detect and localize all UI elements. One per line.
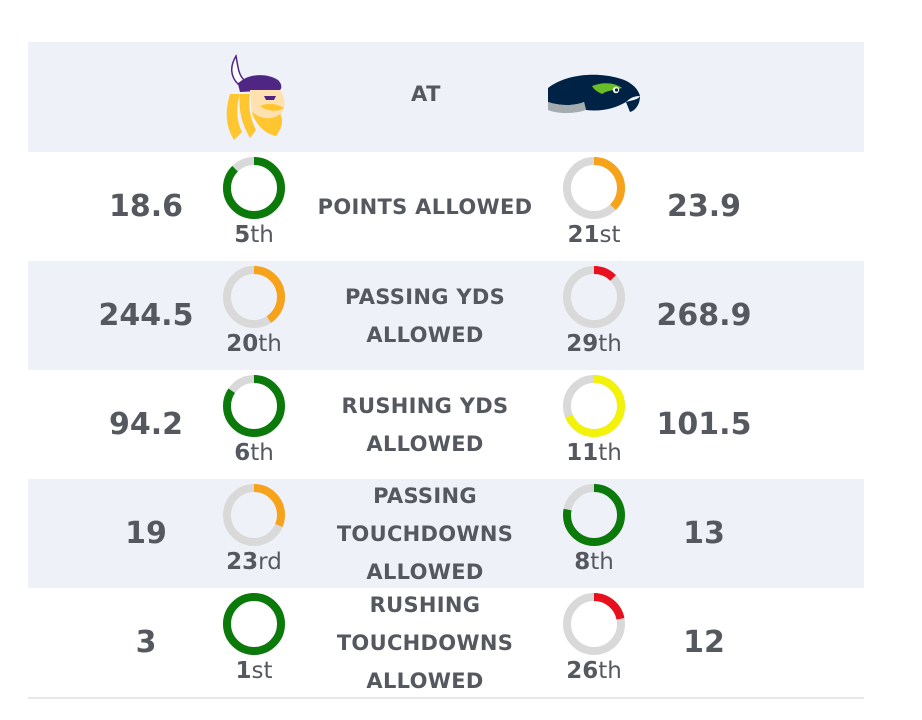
home-rank-text: 6th: [216, 440, 292, 466]
away-rank-ring-fill: [563, 157, 625, 219]
home-rank-suffix: rd: [258, 549, 282, 575]
away-rank-suffix: th: [598, 331, 622, 357]
away-rank: 11th: [556, 374, 632, 466]
home-rank: 6th: [216, 374, 292, 466]
home-stat-value: 3: [135, 625, 157, 660]
away-rank-text: 11th: [556, 440, 632, 466]
home-rank-ring: [223, 375, 285, 437]
home-rank-suffix: th: [258, 331, 282, 357]
matchup-comparison-card: AT 18.6 5th POINTS ALLOWED 21st: [28, 42, 864, 699]
away-rank-text: 21st: [556, 222, 632, 248]
away-rank: 29th: [556, 265, 632, 357]
home-stat-value: 94.2: [108, 407, 184, 442]
stat-label-text: RUSHING YDS ALLOWED: [341, 393, 509, 456]
home-rank: 1st: [216, 592, 292, 684]
home-rank: 23rd: [216, 483, 292, 575]
bottom-divider: [28, 697, 864, 699]
away-rank-ring: [563, 593, 625, 655]
home-rank-ring: [223, 157, 285, 219]
matchup-header: AT: [28, 42, 864, 152]
home-rank-ring-fill: [223, 157, 285, 219]
home-rank: 5th: [216, 156, 292, 248]
home-rank-number: 23: [226, 549, 259, 575]
away-rank-ring-fill: [563, 484, 625, 546]
home-rank-ring-fill: [223, 593, 285, 655]
home-rank-suffix: th: [250, 222, 274, 248]
away-rank-ring: [563, 484, 625, 546]
stat-label-text: RUSHING TOUCHDOWNS ALLOWED: [336, 592, 514, 693]
home-rank-ring-fill: [223, 484, 285, 546]
home-rank-suffix: th: [250, 440, 274, 466]
away-rank-suffix: st: [599, 222, 621, 248]
away-rank-number: 11: [566, 440, 599, 466]
away-rank-ring-fill: [563, 593, 625, 655]
away-rank-ring-fill: [563, 266, 625, 328]
away-stat-value: 268.9: [656, 298, 752, 333]
home-rank-text: 20th: [216, 331, 292, 357]
home-rank-suffix: st: [251, 658, 273, 684]
stat-row: 244.5 20th PASSING YDS ALLOWED 29th 268.…: [28, 261, 864, 370]
home-rank-number: 1: [235, 658, 252, 684]
home-rank-ring: [223, 484, 285, 546]
away-rank-ring: [563, 157, 625, 219]
away-rank-number: 26: [566, 658, 599, 684]
stat-label: PASSING TOUCHDOWNS ALLOWED: [298, 479, 552, 588]
home-rank-ring-fill: [223, 375, 285, 437]
stat-label: RUSHING YDS ALLOWED: [298, 370, 552, 479]
stat-label-text: PASSING YDS ALLOWED: [344, 284, 506, 347]
away-stat-value: 101.5: [656, 407, 752, 442]
stat-label: PASSING YDS ALLOWED: [298, 261, 552, 370]
stat-row: 18.6 5th POINTS ALLOWED 21st 23.9: [28, 152, 864, 261]
away-rank-ring-fill: [563, 375, 625, 437]
stat-label: RUSHING TOUCHDOWNS ALLOWED: [298, 588, 552, 697]
away-rank: 26th: [556, 592, 632, 684]
seahawks-logo-icon: [548, 74, 640, 113]
away-rank-text: 8th: [556, 549, 632, 575]
away-stat-value: 13: [683, 516, 725, 551]
home-rank-number: 5: [234, 222, 251, 248]
away-rank-number: 8: [574, 549, 591, 575]
away-rank-suffix: th: [598, 440, 622, 466]
away-rank-number: 21: [567, 222, 600, 248]
home-rank: 20th: [216, 265, 292, 357]
stat-row: 19 23rd PASSING TOUCHDOWNS ALLOWED 8th 1…: [28, 479, 864, 588]
stat-label-text: PASSING TOUCHDOWNS ALLOWED: [336, 483, 514, 584]
stat-row: 94.2 6th RUSHING YDS ALLOWED 11th 101.5: [28, 370, 864, 479]
away-rank: 21st: [556, 156, 632, 248]
home-stat-value: 244.5: [98, 298, 194, 333]
home-rank-ring: [223, 593, 285, 655]
stat-row: 3 1st RUSHING TOUCHDOWNS ALLOWED 26th 12: [28, 588, 864, 697]
home-stat-value: 18.6: [108, 189, 184, 224]
stat-label-text: POINTS ALLOWED: [317, 194, 533, 219]
at-label: AT: [411, 82, 441, 106]
vikings-logo-icon: [226, 54, 285, 140]
away-rank-suffix: th: [598, 658, 622, 684]
home-rank-number: 6: [234, 440, 251, 466]
home-rank-ring: [223, 266, 285, 328]
away-stat-value: 12: [683, 625, 725, 660]
away-rank-text: 26th: [556, 658, 632, 684]
home-rank-number: 20: [226, 331, 259, 357]
away-stat-value: 23.9: [666, 189, 742, 224]
home-rank-text: 5th: [216, 222, 292, 248]
home-rank-text: 23rd: [216, 549, 292, 575]
away-rank-ring: [563, 266, 625, 328]
away-rank: 8th: [556, 483, 632, 575]
away-rank-number: 29: [566, 331, 599, 357]
home-rank-ring-fill: [223, 266, 285, 328]
away-rank-suffix: th: [590, 549, 614, 575]
away-rank-ring: [563, 375, 625, 437]
away-rank-text: 29th: [556, 331, 632, 357]
stat-label: POINTS ALLOWED: [298, 152, 552, 261]
home-rank-text: 1st: [216, 658, 292, 684]
home-stat-value: 19: [125, 516, 167, 551]
